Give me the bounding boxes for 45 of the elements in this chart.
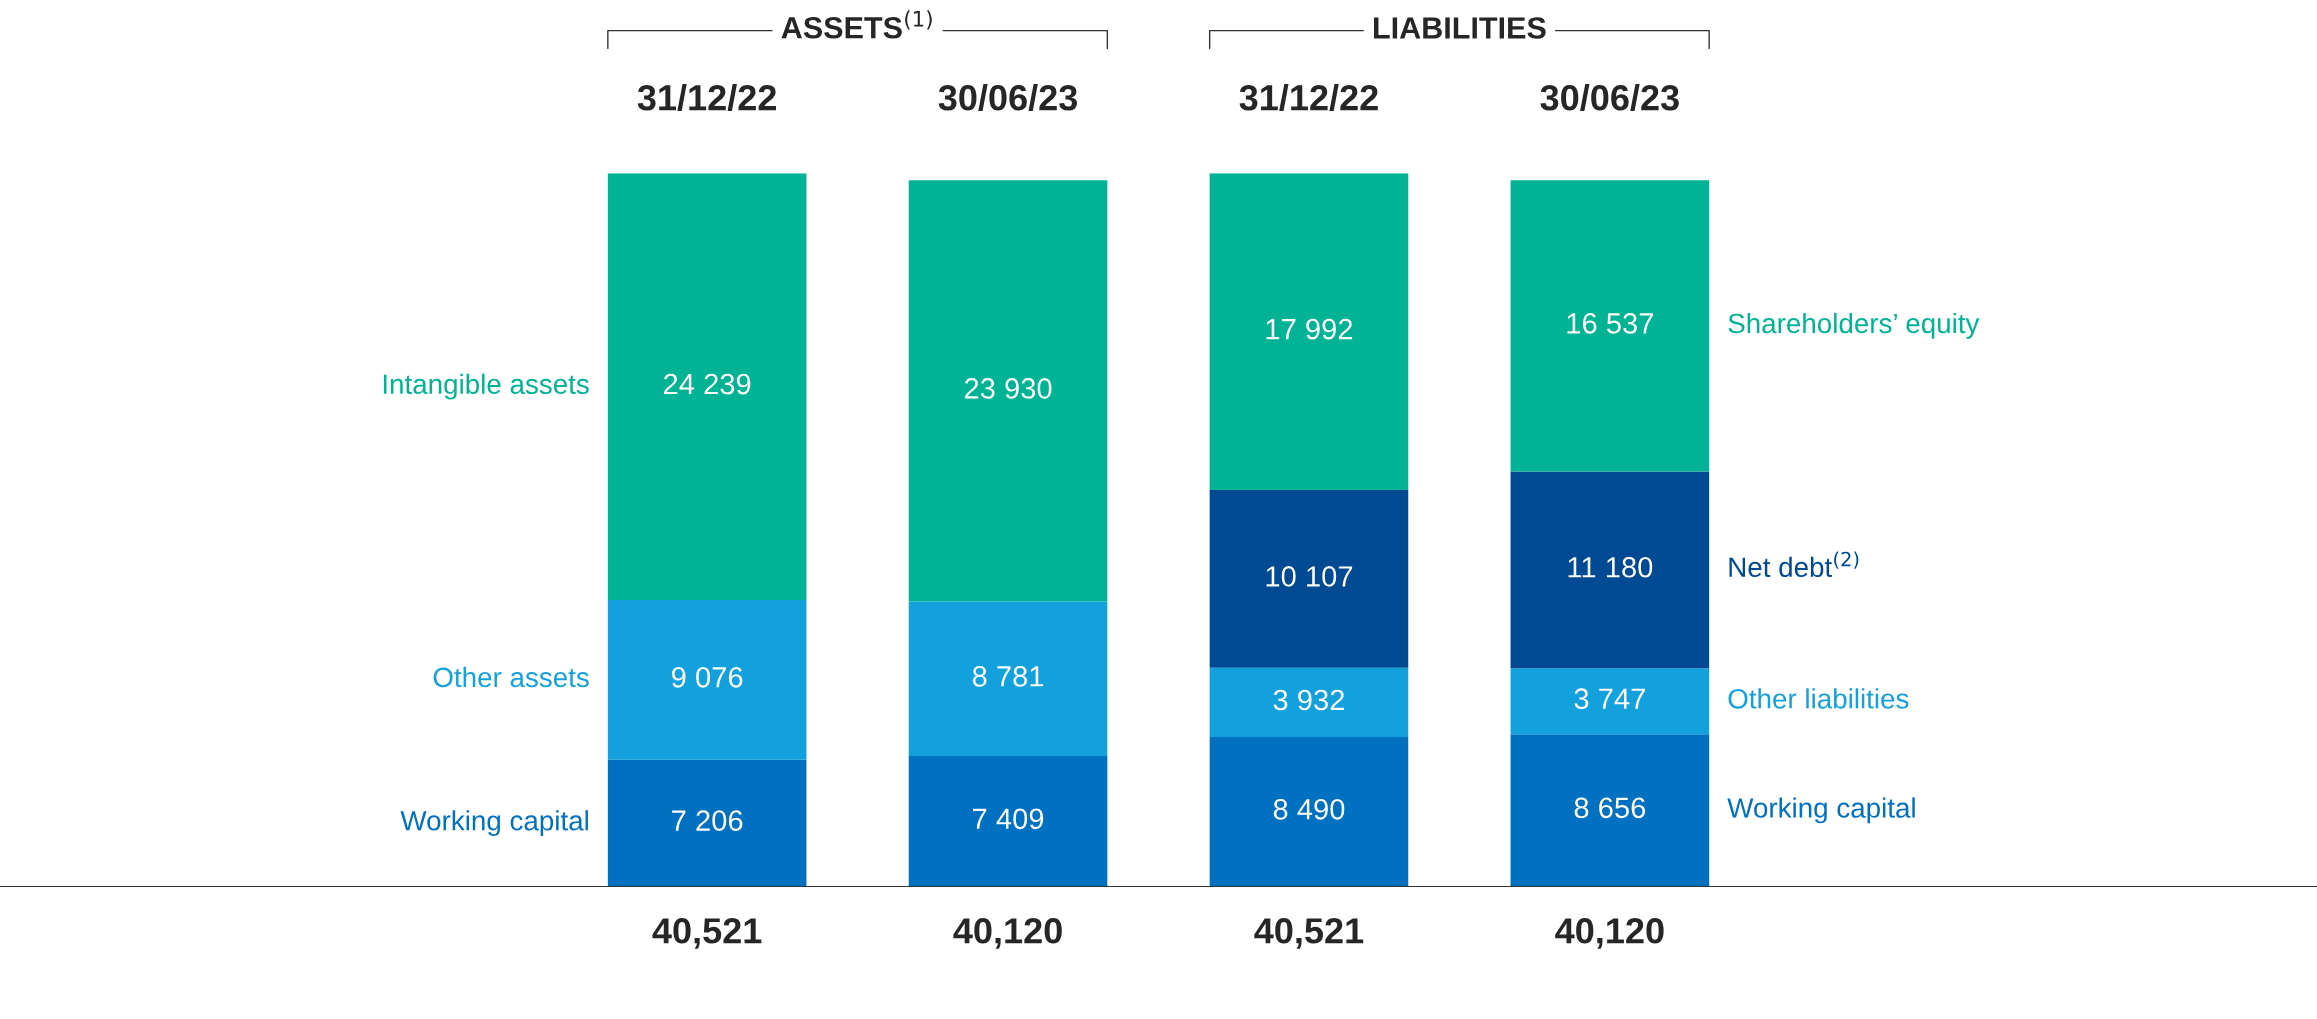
data-label: 17 992 bbox=[1266, 318, 1353, 340]
data-label: 3 747 bbox=[1574, 688, 1645, 710]
bar bbox=[1510, 180, 1710, 472]
series-label: Working capital bbox=[400, 810, 588, 837]
bar bbox=[1209, 667, 1409, 738]
data-label: 8 781 bbox=[972, 666, 1044, 687]
bar bbox=[908, 601, 1108, 757]
series-label: Other liabilities bbox=[1728, 688, 1909, 709]
bar bbox=[1209, 737, 1409, 887]
data-label: 3 932 bbox=[1273, 689, 1344, 711]
bar bbox=[908, 756, 1108, 887]
x-tick-label: 31/12/22 bbox=[637, 84, 776, 111]
bar bbox=[1209, 489, 1409, 668]
data-label: 11 180 bbox=[1568, 556, 1653, 578]
data-label: 23 930 bbox=[964, 378, 1052, 399]
data-label: 24 239 bbox=[664, 373, 751, 395]
bar bbox=[908, 180, 1108, 602]
total-label: 40,521 bbox=[1254, 918, 1364, 949]
series-label: Working capital bbox=[1727, 797, 1915, 824]
series-label: Intangible assets bbox=[383, 373, 589, 400]
series-label: Net debt$^{(2)}$ bbox=[1729, 551, 1859, 578]
bar bbox=[607, 759, 807, 887]
data-label: 8 656 bbox=[1574, 797, 1646, 819]
series-label: Shareholders’ equity bbox=[1728, 312, 1980, 339]
total-label: 40,120 bbox=[953, 918, 1062, 949]
x-tick-label: 30/06/23 bbox=[1540, 84, 1679, 111]
data-label: 7 206 bbox=[672, 810, 743, 831]
bar bbox=[607, 173, 807, 600]
bar bbox=[1209, 173, 1409, 490]
x-tick-label: 31/12/22 bbox=[1239, 84, 1378, 111]
data-label: 10 107 bbox=[1266, 566, 1353, 587]
bar bbox=[1510, 668, 1710, 735]
bar bbox=[607, 599, 807, 760]
bar bbox=[1510, 471, 1710, 669]
total-label: 40,120 bbox=[1555, 918, 1664, 949]
x-tick-label: 30/06/23 bbox=[938, 84, 1078, 111]
text: LIABILITIES bbox=[1374, 17, 1546, 39]
total-label: 40,521 bbox=[652, 918, 762, 949]
data-label: 9 076 bbox=[672, 666, 743, 688]
bar bbox=[1510, 734, 1710, 887]
data-label: 16 537 bbox=[1567, 313, 1654, 334]
data-label: 8 490 bbox=[1273, 798, 1345, 820]
data-label: 7 409 bbox=[973, 808, 1044, 830]
text: ASSETS$^{(1)}$ bbox=[781, 10, 932, 39]
series-label: Other assets bbox=[433, 666, 589, 688]
